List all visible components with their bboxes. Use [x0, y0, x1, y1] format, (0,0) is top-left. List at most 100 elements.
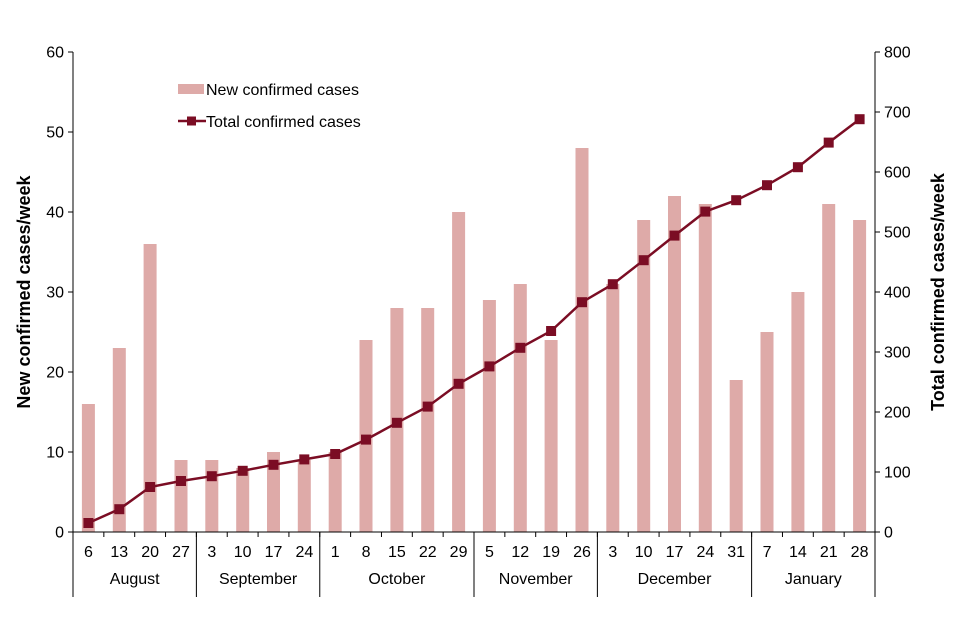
- month-label: October: [368, 571, 426, 588]
- legend-bar-label: New confirmed cases: [206, 82, 359, 99]
- bar: [112, 348, 126, 532]
- line-point: [422, 401, 433, 412]
- line-point: [391, 417, 402, 428]
- line-point: [299, 454, 310, 465]
- line-point: [792, 162, 803, 173]
- right-tick-label: 100: [884, 465, 911, 482]
- x-tick-label: 31: [727, 544, 745, 561]
- bar: [143, 244, 157, 532]
- x-tick-label: 8: [362, 544, 371, 561]
- left-tick-label: 30: [46, 285, 64, 302]
- bar: [205, 460, 219, 532]
- x-tick-label: 24: [295, 544, 313, 561]
- bar: [452, 212, 466, 532]
- legend-bar-swatch: [178, 84, 204, 94]
- x-tick-label: 6: [84, 544, 93, 561]
- bar: [822, 204, 836, 532]
- legend: New confirmed cases Total confirmed case…: [178, 82, 361, 131]
- line-point: [206, 471, 217, 482]
- bar: [637, 220, 651, 532]
- line-series: [83, 114, 865, 528]
- right-y-axis-title: Total confirmed cases/week: [928, 172, 948, 411]
- x-tick-label: 3: [608, 544, 617, 561]
- bar: [421, 308, 435, 532]
- line-point: [638, 255, 649, 266]
- line-point: [700, 206, 711, 217]
- bar: [267, 452, 280, 532]
- line-point: [823, 137, 834, 148]
- right-tick-label: 0: [884, 525, 893, 542]
- x-tick-label: 27: [172, 544, 190, 561]
- line-point: [854, 114, 865, 125]
- right-tick-label: 200: [884, 405, 911, 422]
- bar: [606, 284, 620, 532]
- bar: [81, 404, 95, 532]
- bar: [544, 340, 558, 532]
- x-tick-label: 17: [666, 544, 684, 561]
- right-tick-label: 400: [884, 285, 911, 302]
- legend-line-label: Total confirmed cases: [206, 114, 361, 131]
- bar: [328, 452, 342, 532]
- line-point: [453, 378, 464, 389]
- month-label: August: [110, 571, 160, 588]
- line-point: [268, 459, 279, 470]
- line-point: [577, 297, 587, 308]
- line-point: [145, 482, 156, 492]
- bar: [174, 460, 188, 532]
- bar: [297, 460, 311, 532]
- x-tick-label: 15: [388, 544, 406, 561]
- x-tick-label: 14: [789, 544, 807, 561]
- x-tick-label: 21: [820, 544, 838, 561]
- bar: [729, 380, 743, 532]
- month-label: December: [638, 571, 712, 588]
- line-point: [669, 230, 680, 241]
- x-tick-label: 22: [419, 544, 437, 561]
- left-tick-label: 40: [46, 205, 64, 222]
- left-y-ticks: 0 10 20 30 40 50 60: [46, 45, 73, 542]
- legend-line-marker: [187, 116, 196, 126]
- bar: [668, 196, 681, 532]
- x-tick-label: 5: [485, 544, 494, 561]
- x-tick-label: 26: [573, 544, 591, 561]
- x-tick-label: 7: [763, 544, 772, 561]
- x-tick-label: 10: [635, 544, 653, 561]
- right-tick-label: 300: [884, 345, 911, 362]
- right-y-ticks: 0 100 200 300 400 500 600 700 800: [875, 45, 911, 542]
- month-groups: August September October November December Ja…: [72, 532, 876, 597]
- right-tick-label: 700: [884, 105, 911, 122]
- right-tick-label: 800: [884, 45, 911, 62]
- total-cases-line: [87, 118, 861, 525]
- x-tick-label: 13: [110, 544, 128, 561]
- line-point: [330, 449, 341, 459]
- line-point: [114, 504, 125, 515]
- x-tick-label: 3: [207, 544, 216, 561]
- x-ticks: 6 13 20 27 3 10 17 24 1 8 15 22 29 5 12 19 26 3 10 17 24 31 7 1…: [72, 532, 876, 561]
- line-point: [731, 195, 742, 206]
- bar: [482, 300, 496, 532]
- x-tick-label: 24: [696, 544, 714, 561]
- x-tick-label: 19: [542, 544, 560, 561]
- line-point: [237, 465, 248, 476]
- bar-series: [81, 148, 867, 532]
- x-tick-label: 20: [141, 544, 159, 561]
- line-point: [83, 518, 94, 528]
- x-tick-label: 10: [234, 544, 252, 561]
- line-point: [546, 326, 557, 336]
- x-tick-label: 17: [265, 544, 283, 561]
- bar: [853, 220, 867, 532]
- x-tick-label: 1: [331, 544, 340, 561]
- left-tick-label: 20: [46, 365, 64, 382]
- line-point: [762, 180, 772, 191]
- month-label: September: [219, 571, 298, 588]
- left-tick-label: 60: [46, 45, 64, 62]
- left-tick-label: 50: [46, 125, 64, 142]
- bar: [513, 284, 527, 532]
- bar: [698, 204, 712, 532]
- bar: [575, 148, 589, 532]
- x-tick-label: 28: [851, 544, 869, 561]
- line-point: [361, 434, 371, 445]
- month-label: January: [785, 571, 842, 588]
- x-tick-label: 12: [511, 544, 529, 561]
- left-y-axis-title: New confirmed cases/week: [14, 174, 34, 408]
